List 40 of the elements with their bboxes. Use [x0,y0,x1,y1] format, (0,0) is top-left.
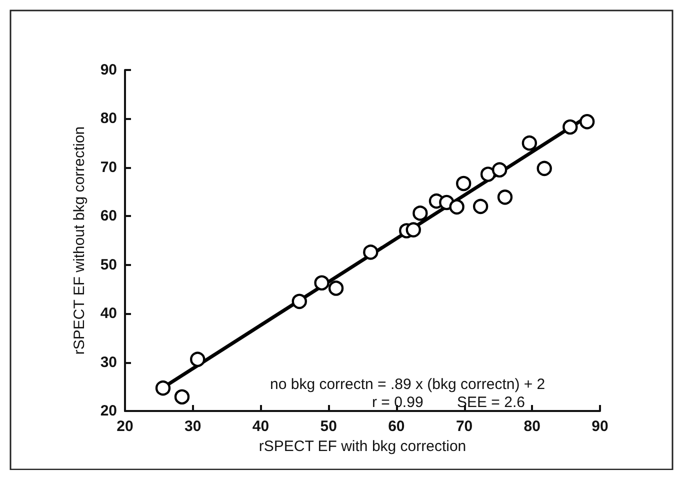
point [580,114,595,130]
point [456,176,472,192]
point [363,244,378,260]
point [328,280,344,296]
x-tick-label: 80 [524,418,540,435]
annotation: SEE = 2.6 [457,394,525,411]
x-tick-label: 30 [184,418,202,435]
y-tick-label: 90 [100,62,117,78]
point [497,190,513,205]
point [536,160,552,176]
y-tick-label: 30 [100,354,117,371]
point [480,166,496,182]
x-tick-label: 60 [388,418,405,435]
x-axis-title: rSPECT EF with bkg correction [258,438,466,455]
y-tick-label: 70 [100,158,117,176]
point [406,222,421,238]
y-tick-label: 50 [100,256,117,274]
y-tick-label: 20 [100,402,117,420]
y-tick-label: 80 [100,110,117,128]
x-tick-label: 20 [116,418,134,435]
x-tick-label: 70 [456,418,473,435]
point [174,389,190,404]
annotation: r = 0.99 [372,394,424,411]
point [449,199,464,214]
point [190,352,206,367]
point [155,380,171,396]
y-tick-label: 40 [100,305,117,322]
x-tick-label: 50 [320,418,337,435]
y-tick-label: 60 [100,208,117,225]
point [492,162,508,178]
point [412,206,428,221]
point [562,119,578,135]
point [472,198,488,214]
point [314,275,330,290]
y-axis-title: rSPECT EF without bkg correction [71,126,88,355]
x-tick-label: 90 [592,418,608,435]
annotation: no bkg correctn = .89 x (bkg correctn) + 2 [270,376,546,393]
point [522,135,538,151]
x-tick-label: 40 [252,418,270,435]
point [292,294,307,309]
